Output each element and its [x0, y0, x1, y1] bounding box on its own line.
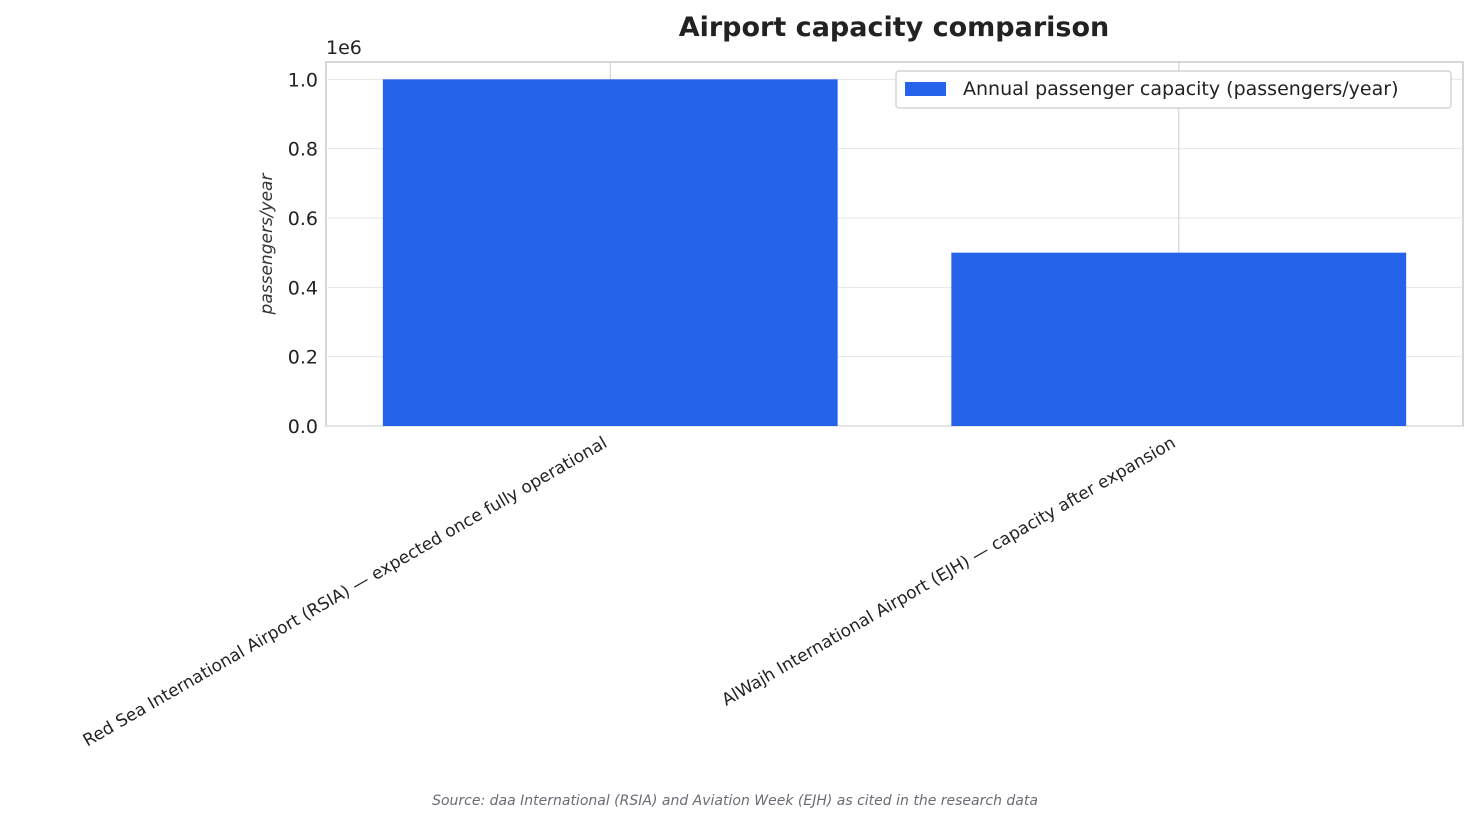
y-tick-label: 0.0 — [288, 416, 318, 438]
bar — [951, 252, 1407, 426]
x-tick-label: AlWajh International Airport (EJH) — cap… — [719, 433, 1180, 710]
y-axis-ticks: 0.0 0.2 0.4 0.6 0.8 1.0 — [288, 69, 318, 438]
bars — [382, 79, 1407, 426]
y-tick-label: 1.0 — [288, 69, 318, 91]
y-tick-label: 0.2 — [288, 347, 318, 369]
legend-label: Annual passenger capacity (passengers/ye… — [963, 78, 1398, 100]
legend-frame — [895, 70, 1452, 109]
plot-area: 0.0 0.2 0.4 0.6 0.8 1.0 Red Sea International… — [80, 61, 1464, 751]
chart-title: Airport capacity comparison — [679, 12, 1110, 43]
y-tick-label: 0.4 — [288, 277, 318, 299]
y-axis-label: passengers/year — [257, 173, 277, 316]
x-tick-label: Red Sea International Airport (RSIA) — e… — [80, 433, 611, 751]
y-offset-label: 1e6 — [326, 37, 362, 59]
source-note: Source: daa International (RSIA) and Avi… — [432, 793, 1038, 809]
y-tick-label: 0.6 — [288, 208, 318, 230]
legend: Annual passenger capacity (passengers/ye… — [895, 70, 1452, 109]
bar — [382, 79, 838, 426]
y-tick-label: 0.8 — [288, 139, 318, 161]
legend-swatch — [905, 82, 946, 96]
x-axis-ticks: Red Sea International Airport (RSIA) — e… — [80, 433, 1179, 751]
